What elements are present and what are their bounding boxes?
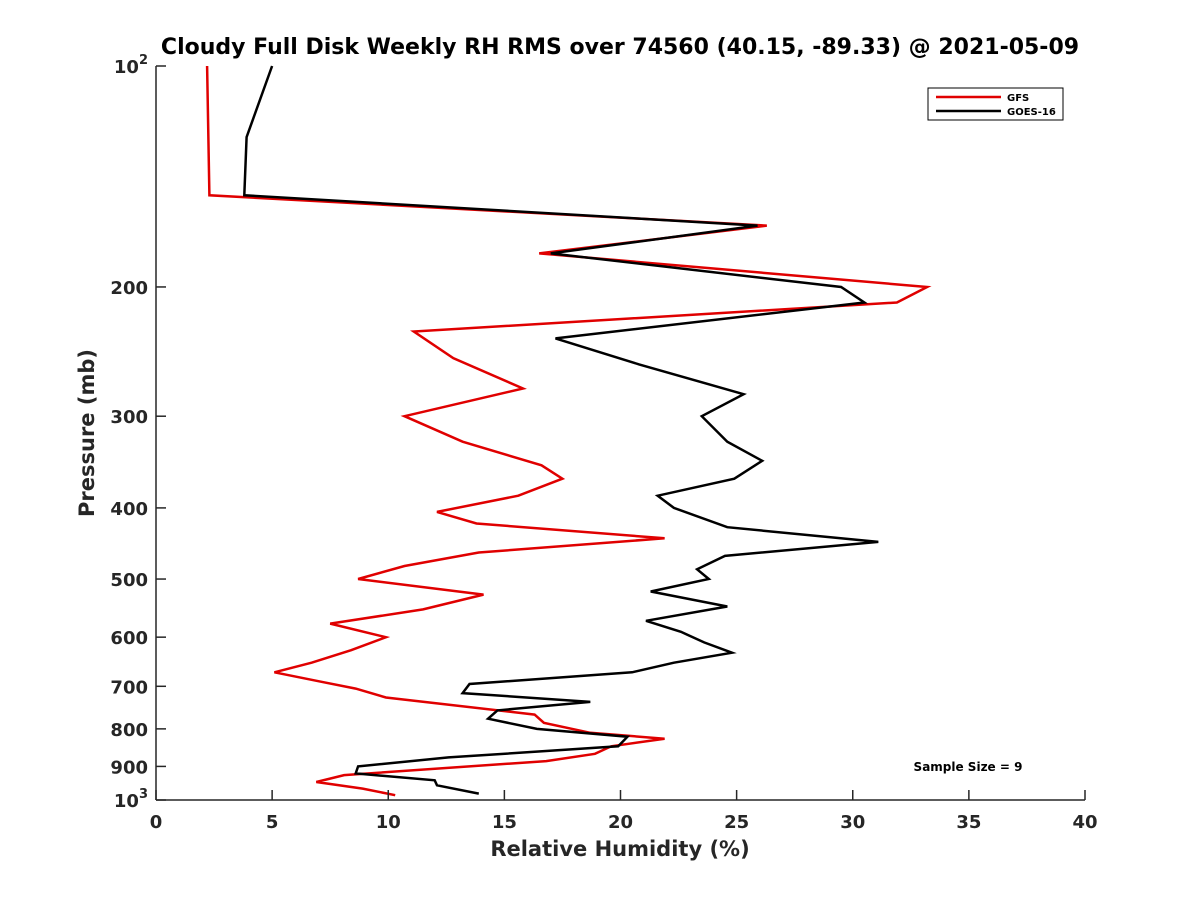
y-tick-label: 102 xyxy=(114,53,148,78)
legend: GFS GOES-16 xyxy=(927,87,1064,121)
x-tick-label: 30 xyxy=(840,812,865,833)
series-layer xyxy=(205,65,932,797)
x-axis-label: Relative Humidity (%) xyxy=(490,837,749,861)
y-tick-label: 500 xyxy=(110,570,148,591)
legend-label-gfs: GFS xyxy=(1007,93,1029,104)
chart-title: Cloudy Full Disk Weekly RH RMS over 7456… xyxy=(161,35,1079,60)
y-tick-label: 800 xyxy=(110,720,148,741)
y-tick-label: 900 xyxy=(110,757,148,778)
y-tick-label: 400 xyxy=(110,499,148,520)
x-tick-label: 0 xyxy=(150,812,163,833)
y-axis-label: Pressure (mb) xyxy=(75,349,99,517)
x-tick-label: 40 xyxy=(1072,812,1097,833)
series-line-goes16 xyxy=(243,65,879,795)
x-tick-label: 20 xyxy=(608,812,633,833)
y-ticks: 102 200 300 400 500 600 700 800 900 103 xyxy=(110,53,166,812)
x-ticks: 0 5 10 15 20 25 30 35 40 xyxy=(150,790,1098,833)
x-tick-label: 10 xyxy=(376,812,401,833)
x-tick-label: 35 xyxy=(956,812,981,833)
x-tick-label: 25 xyxy=(724,812,749,833)
y-tick-label: 600 xyxy=(110,628,148,649)
legend-label-goes16: GOES-16 xyxy=(1007,107,1056,118)
y-tick-label: 700 xyxy=(110,677,148,698)
legend-box xyxy=(927,87,1064,121)
y-tick-label: 200 xyxy=(110,278,148,299)
x-tick-label: 5 xyxy=(266,812,279,833)
series-line-gfs xyxy=(205,65,932,797)
plot-area xyxy=(156,66,1085,800)
y-tick-label: 300 xyxy=(110,407,148,428)
x-tick-label: 15 xyxy=(492,812,517,833)
y-tick-label: 103 xyxy=(114,787,148,812)
sample-size-annotation: Sample Size = 9 xyxy=(914,760,1023,774)
